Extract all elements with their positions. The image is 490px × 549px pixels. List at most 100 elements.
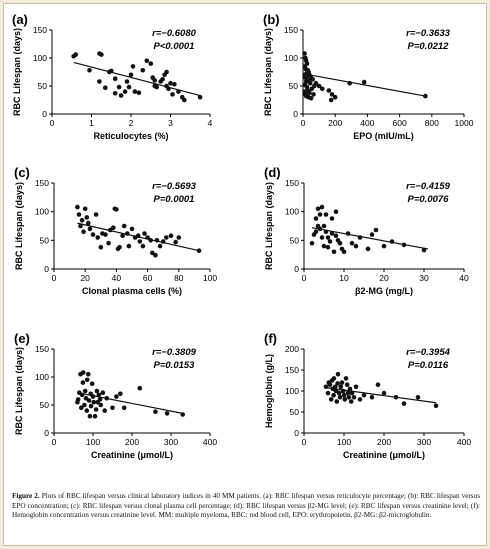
panel-label: (f) (264, 331, 277, 346)
y-tick-label: 50 (290, 407, 300, 417)
data-point (87, 226, 93, 232)
chart-panel-3: 0 20 40 60 80 100 0 50 100 150 (c) r=−0.5693 P=0.000… (14, 165, 217, 296)
y-tick-label: 0 (42, 109, 47, 119)
caption-text: Plots of RBC lifespan versus clinical la… (12, 492, 480, 520)
data-point (307, 80, 313, 86)
data-point (142, 231, 147, 236)
y-tick-label: 100 (33, 53, 47, 63)
data-point (316, 83, 322, 89)
data-point (331, 392, 336, 398)
data-point (353, 243, 359, 249)
stat-p: P=0.0116 (408, 360, 449, 371)
y-tick-label: 150 (285, 178, 299, 188)
stat-p: P=0.0076 (408, 194, 450, 205)
x-tick-label: 300 (417, 437, 431, 447)
data-point (433, 403, 439, 409)
data-point (88, 403, 94, 409)
data-point (122, 89, 128, 94)
data-point (313, 216, 319, 221)
data-point (327, 239, 333, 244)
y-tick-label: 0 (294, 264, 299, 274)
panel-label: (c) (14, 165, 30, 180)
data-point (130, 64, 136, 69)
data-point (415, 395, 421, 400)
data-point (118, 93, 124, 98)
data-point (393, 395, 399, 400)
stat-r: r=−0.3633 (406, 28, 451, 39)
x-tick-label: 100 (86, 437, 100, 447)
data-point (343, 376, 349, 381)
data-point (140, 243, 146, 249)
y-axis-label: RBC Lifespan (days) (14, 347, 24, 435)
y-tick-label: 150 (33, 25, 47, 35)
data-point (323, 229, 329, 234)
data-point (86, 398, 92, 403)
x-tick-label: 800 (425, 118, 439, 128)
data-point (340, 388, 346, 394)
data-point (319, 204, 325, 210)
data-point (168, 80, 173, 86)
data-point (137, 385, 143, 391)
data-point (104, 396, 109, 401)
data-point (92, 413, 98, 419)
x-tick-label: 0 (50, 118, 55, 128)
x-tick-label: 1 (89, 118, 94, 128)
x-tick-label: 400 (360, 118, 374, 128)
data-point (389, 239, 395, 244)
chart-panel-5: 0 100 200 300 400 0 50 100 150 (e) r=−0.3809 P=0.01… (14, 331, 217, 460)
x-tick-label: 200 (125, 437, 139, 447)
data-point (94, 388, 100, 394)
x-tick-label: 40 (112, 273, 122, 283)
data-point (329, 216, 335, 221)
y-tick-label: 100 (284, 53, 298, 63)
data-point (153, 252, 158, 258)
data-point (148, 238, 153, 243)
data-point (124, 79, 130, 84)
data-point (180, 412, 185, 417)
data-point (309, 240, 315, 246)
data-point (313, 80, 319, 86)
data-point (328, 97, 334, 103)
data-point (75, 397, 81, 402)
data-point (401, 242, 407, 248)
data-point (89, 381, 95, 387)
panel-label: (e) (14, 331, 30, 346)
data-point (87, 413, 93, 419)
data-point (421, 247, 427, 253)
data-point (121, 405, 127, 411)
x-tick-label: 300 (164, 437, 178, 447)
data-point (307, 90, 312, 95)
data-point (153, 409, 158, 415)
data-point (117, 244, 122, 250)
data-point (172, 82, 177, 87)
data-point (95, 235, 100, 240)
data-point (308, 96, 314, 101)
data-point (302, 51, 307, 56)
data-point (323, 212, 329, 217)
y-axis-label: RBC Lifespan (days) (14, 182, 24, 270)
data-point (164, 235, 169, 240)
data-point (321, 223, 327, 229)
x-tick-label: 600 (393, 118, 407, 128)
data-point (333, 209, 339, 214)
data-point (346, 395, 352, 400)
data-point (81, 229, 86, 234)
data-point (342, 397, 348, 402)
x-axis-label: Reticulocytes (%) (93, 131, 168, 141)
stat-p: P=0.0153 (154, 360, 196, 371)
y-tick-label: 100 (285, 207, 299, 217)
data-point (337, 395, 343, 400)
data-point (309, 86, 315, 92)
data-point (128, 72, 134, 78)
chart-panel-2: 0 200 400 600 800 1000 0 50 100 150 (b) r=−0.3633 P=… (263, 12, 474, 141)
data-point (116, 84, 122, 90)
data-point (100, 390, 106, 396)
x-tick-label: 400 (203, 437, 217, 447)
y-axis-label: RBC Lifespan (days) (263, 28, 273, 116)
data-point (82, 402, 87, 408)
x-tick-label: 2 (129, 118, 134, 128)
x-tick-label: 0 (301, 118, 306, 128)
x-tick-label: 3 (168, 118, 173, 128)
data-point (98, 244, 104, 250)
data-point (347, 80, 353, 86)
